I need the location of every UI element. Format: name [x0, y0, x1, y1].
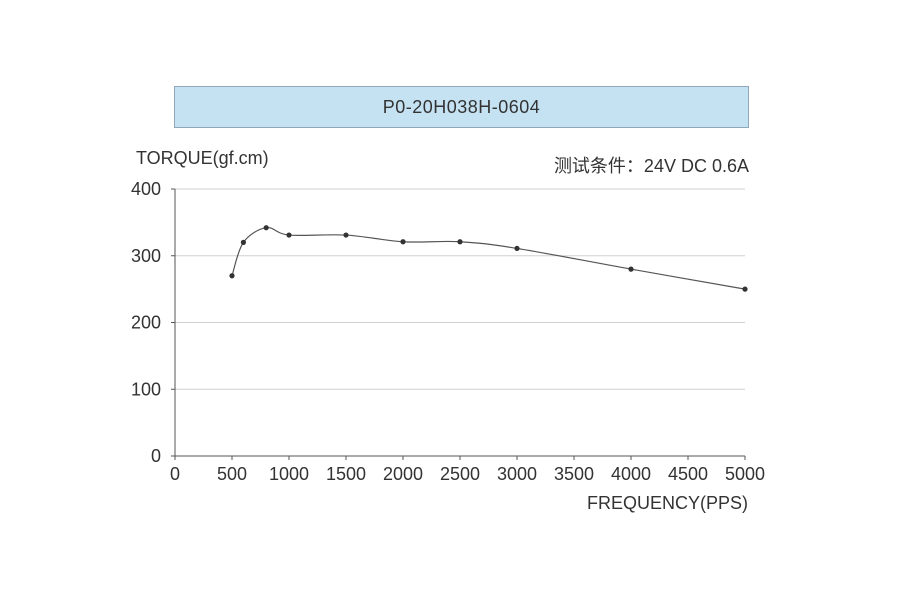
data-point — [457, 239, 463, 245]
data-point — [514, 245, 520, 252]
y-tick-label: 200 — [131, 313, 161, 333]
x-tick-label: 3500 — [554, 464, 594, 484]
x-tick-label: 2500 — [440, 464, 480, 484]
x-tick-label: 1500 — [326, 464, 366, 484]
x-axis-label: FREQUENCY(PPS) — [586, 493, 748, 513]
x-tick-label: 4000 — [611, 464, 651, 484]
data-point — [400, 239, 406, 245]
y-tick-label: 0 — [151, 446, 161, 466]
data-point — [628, 266, 634, 272]
x-tick-label: 4500 — [668, 464, 708, 484]
data-point — [286, 232, 292, 238]
x-tick-label: 0 — [170, 464, 180, 484]
data-point — [263, 225, 269, 231]
data-point — [240, 239, 246, 245]
chart-title: P0-20H038H-0604 — [174, 86, 749, 128]
y-axis-label: TORQUE(gf.cm) — [136, 148, 269, 168]
y-tick-label: 100 — [131, 379, 161, 399]
x-tick-label: 3000 — [497, 464, 537, 484]
x-tick-label: 2000 — [383, 464, 423, 484]
series-line-0 — [231, 227, 746, 290]
data-point — [343, 232, 349, 238]
x-tick-label: 1000 — [269, 464, 309, 484]
data-point — [229, 273, 235, 279]
data-point — [742, 286, 748, 292]
test-condition: 测试条件：24V DC 0.6A — [553, 156, 749, 176]
y-tick-label: 300 — [131, 246, 161, 266]
x-tick-label: 500 — [217, 464, 247, 484]
x-tick-label: 5000 — [725, 464, 765, 484]
y-tick-label: 400 — [131, 179, 161, 199]
